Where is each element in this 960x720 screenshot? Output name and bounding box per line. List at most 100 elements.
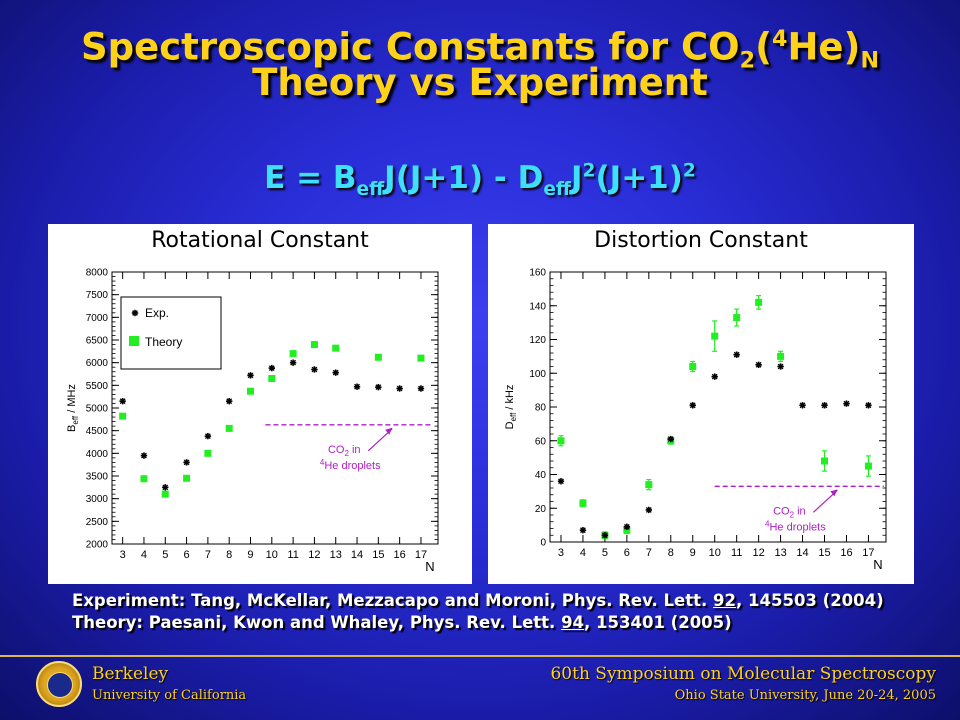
x-tick-label: 14 xyxy=(351,549,363,561)
exp-point xyxy=(140,452,148,459)
rotational-chart-title: Rotational Constant xyxy=(48,224,472,258)
y-tick-label: 3500 xyxy=(86,472,109,483)
exp-point xyxy=(311,366,318,373)
rotational-chart-panel xyxy=(48,224,472,584)
x-tick-label: 16 xyxy=(394,549,406,561)
y-tick-label: 8000 xyxy=(86,268,109,279)
energy-formula: E = BeffJ(J+1) - DeffJ2(J+1)2 xyxy=(264,160,696,201)
annotation-line2: 4He droplets xyxy=(320,458,381,472)
x-tick-label: 11 xyxy=(731,547,742,559)
y-tick-label: 5000 xyxy=(86,404,109,415)
exp-point xyxy=(755,361,762,369)
exp-point xyxy=(247,372,254,379)
y-tick-label: 0 xyxy=(540,538,546,549)
exp-point xyxy=(667,435,674,443)
exp-point xyxy=(601,532,609,539)
theory-point xyxy=(332,344,340,352)
y-axis-label: Deff / kHz xyxy=(504,385,518,430)
y-tick-label: 160 xyxy=(529,268,546,279)
theory-point xyxy=(417,354,425,362)
exp-point xyxy=(353,383,361,390)
y-tick-label: 4500 xyxy=(86,426,109,437)
y-tick-label: 60 xyxy=(535,436,547,447)
exp-point xyxy=(225,398,233,405)
theory-point xyxy=(864,462,872,470)
exp-point xyxy=(183,459,190,466)
y-tick-label: 20 xyxy=(535,504,547,515)
theory-point xyxy=(645,481,653,489)
exp-point xyxy=(777,363,784,370)
references: Experiment: Tang, McKellar, Mezzacapo an… xyxy=(72,590,884,634)
plot-frame xyxy=(549,271,887,543)
theory-point xyxy=(140,475,148,483)
y-axis-label: Beff / MHz xyxy=(66,384,80,432)
exp-point xyxy=(689,402,696,409)
theory-point xyxy=(161,490,169,498)
x-tick-label: 10 xyxy=(709,547,721,559)
theory-point xyxy=(268,375,276,383)
y-tick-label: 4000 xyxy=(86,449,109,460)
y-tick-label: 6500 xyxy=(86,336,109,347)
theory-point xyxy=(374,353,382,361)
footer-symposium: 60th Symposium on Molecular Spectroscopy xyxy=(550,664,936,684)
theory-point xyxy=(733,314,741,322)
exp-point xyxy=(268,364,276,372)
x-tick-label: 17 xyxy=(862,547,874,559)
y-tick-label: 120 xyxy=(529,335,546,346)
exp-point xyxy=(799,402,806,409)
y-tick-label: 3000 xyxy=(86,494,109,505)
x-tick-label: 17 xyxy=(415,549,427,561)
theory-point xyxy=(289,350,297,358)
y-tick-label: 40 xyxy=(535,470,547,481)
theory-point xyxy=(821,457,829,465)
annotation-line1: CO2 in xyxy=(328,444,361,458)
x-tick-label: 9 xyxy=(247,549,253,561)
theory-reference: Theory: Paesani, Kwon and Whaley, Phys. … xyxy=(72,613,732,632)
slide-title-line2: Theory vs Experiment xyxy=(252,61,708,104)
y-tick-label: 100 xyxy=(529,369,546,380)
exp-point xyxy=(396,385,403,392)
annotation-line2: 4He droplets xyxy=(765,519,826,533)
theory-point xyxy=(623,526,631,534)
x-tick-label: 13 xyxy=(330,549,342,561)
x-tick-label: 8 xyxy=(668,547,674,559)
y-tick-label: 80 xyxy=(535,403,547,414)
theory-point xyxy=(204,449,212,457)
distortion-constant-chart: 0 20 40 60 80 100 120 140 160 3 4 5 6 7 8 9 10 11 12 13 14 15… xyxy=(504,268,887,572)
legend-theory-label: Theory xyxy=(145,335,182,349)
theory-point xyxy=(689,363,697,370)
x-tick-label: 11 xyxy=(287,549,298,561)
exp-point xyxy=(843,400,850,407)
exp-point xyxy=(865,402,872,409)
x-tick-label: 12 xyxy=(308,549,320,561)
x-tick-label: 7 xyxy=(646,547,652,559)
footer-divider xyxy=(0,655,960,657)
x-tick-label: 3 xyxy=(120,549,126,561)
y-tick-label: 7500 xyxy=(86,290,109,301)
exp-point xyxy=(623,523,631,531)
x-tick-label: 14 xyxy=(796,547,808,559)
theory-point xyxy=(183,474,191,482)
theory-point xyxy=(310,341,318,349)
exp-point xyxy=(162,484,169,491)
exp-point xyxy=(579,526,587,534)
exp-point xyxy=(332,369,339,376)
theory-point xyxy=(119,412,127,420)
x-tick-label: 5 xyxy=(602,547,608,559)
x-tick-label: 6 xyxy=(624,547,630,559)
y-tick-label: 2500 xyxy=(86,517,109,528)
theory-point xyxy=(225,424,233,432)
x-tick-label: 10 xyxy=(266,549,278,561)
x-tick-label: 15 xyxy=(818,547,830,559)
annotation-arrowhead xyxy=(385,427,393,435)
y-tick-label: 6000 xyxy=(86,358,109,369)
x-axis-label: N xyxy=(425,559,434,574)
slide-title-line1: Spectroscopic Constants for CO2(4He)N xyxy=(80,25,880,74)
theory-point xyxy=(711,332,719,340)
legend-exp-label: Exp. xyxy=(145,306,169,320)
y-tick-label: 5500 xyxy=(86,381,109,392)
legend-box xyxy=(120,296,222,370)
x-tick-label: 12 xyxy=(753,547,765,559)
exp-point xyxy=(289,359,297,366)
exp-point xyxy=(733,351,740,358)
